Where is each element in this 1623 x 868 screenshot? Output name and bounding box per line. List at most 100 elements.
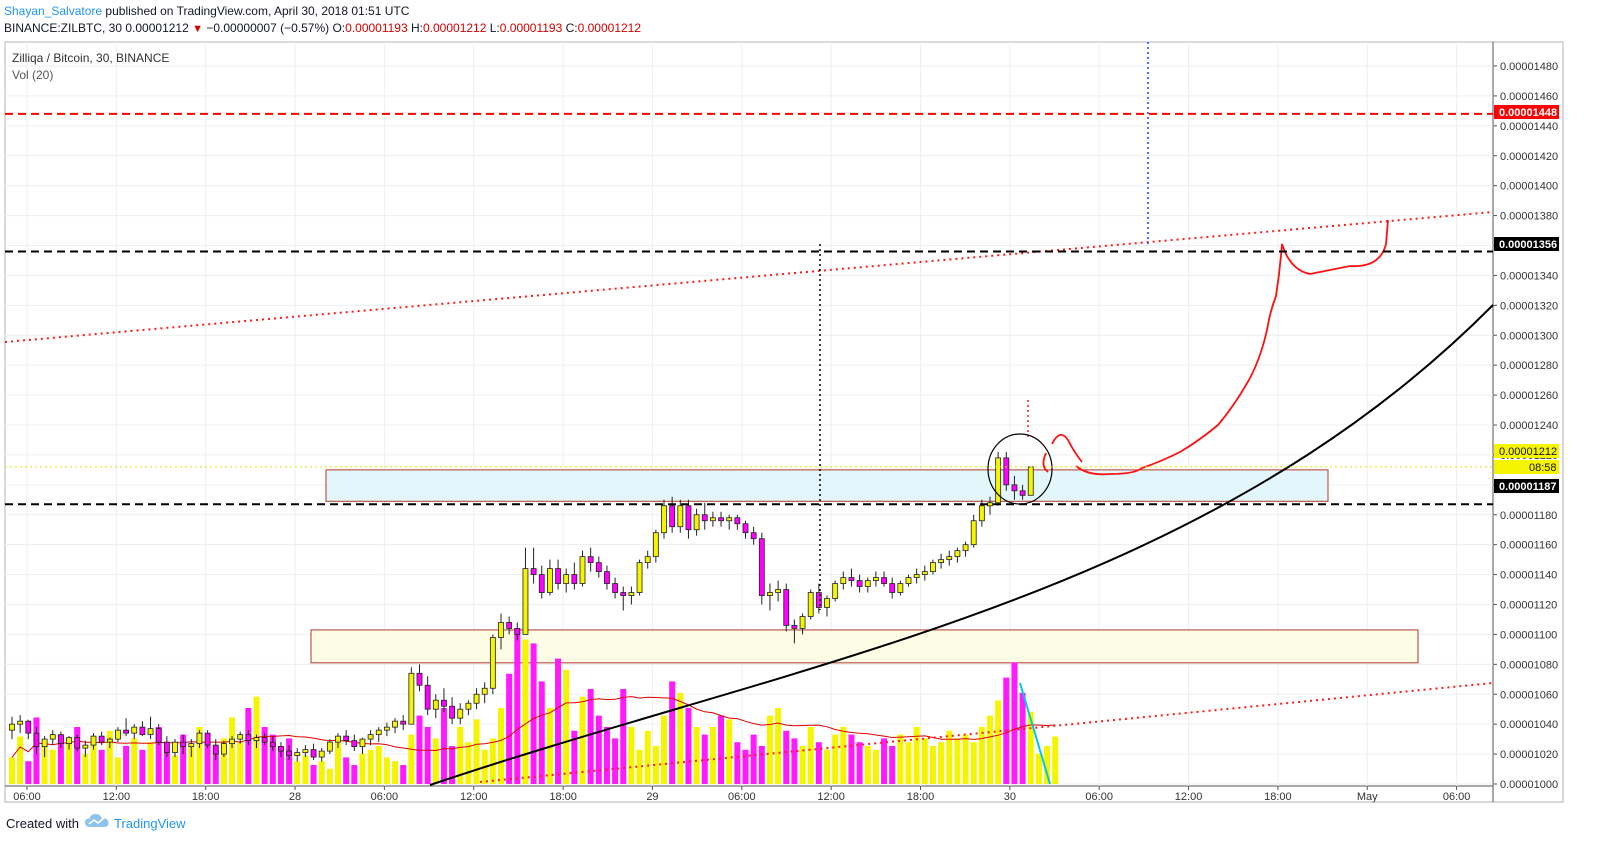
volume-bar bbox=[1044, 746, 1051, 784]
candle-body bbox=[587, 556, 594, 564]
volume-bar bbox=[74, 727, 81, 784]
candle-body bbox=[978, 505, 985, 522]
candle-body bbox=[90, 735, 97, 746]
candle-body bbox=[547, 568, 553, 593]
candle-body bbox=[123, 729, 129, 734]
volume-bar bbox=[17, 736, 24, 784]
x-tick-label: 06:00 bbox=[728, 791, 756, 803]
x-tick-label: 18:00 bbox=[192, 791, 220, 803]
candle-body bbox=[864, 580, 871, 587]
candle-body bbox=[832, 583, 839, 599]
y-tick-label: 0.00001140 bbox=[1500, 570, 1557, 582]
volume-bar bbox=[155, 727, 162, 784]
grid bbox=[5, 42, 1493, 786]
volume-bar bbox=[351, 765, 358, 784]
x-tick-label: 06:00 bbox=[13, 791, 41, 803]
volume-bar bbox=[832, 734, 839, 784]
volume-bar bbox=[636, 749, 643, 784]
candle-body bbox=[669, 505, 676, 528]
volume-bar bbox=[579, 696, 586, 784]
volume-bar bbox=[612, 738, 619, 784]
volume-bar bbox=[1052, 736, 1059, 784]
tradingview-link[interactable]: TradingView bbox=[114, 816, 186, 831]
volume-bar bbox=[163, 749, 170, 784]
volume-bar bbox=[522, 639, 529, 784]
candle-body bbox=[212, 744, 219, 755]
candle-body bbox=[82, 744, 89, 749]
volume-bar bbox=[750, 734, 757, 784]
open-value: 0.00001193 bbox=[345, 21, 408, 35]
candle-body bbox=[889, 583, 896, 593]
volume-bar bbox=[457, 727, 464, 784]
volume-bar bbox=[310, 765, 317, 784]
candle-body bbox=[693, 514, 700, 531]
volume-bar bbox=[57, 734, 64, 784]
support-zone bbox=[310, 629, 1419, 664]
close-label: C: bbox=[565, 21, 578, 35]
volume-bar bbox=[326, 768, 333, 784]
symbol-line: BINANCE:ZILBTC, 30 bbox=[4, 21, 123, 35]
volume-bar bbox=[367, 749, 374, 784]
candle-body bbox=[758, 538, 765, 596]
volume-bar bbox=[995, 700, 1002, 784]
volume-bar bbox=[742, 749, 749, 784]
volume-bar bbox=[628, 727, 635, 784]
volume-bar bbox=[335, 742, 341, 784]
candle-body bbox=[9, 723, 15, 731]
volume-bar bbox=[498, 708, 504, 784]
candle-body bbox=[718, 517, 724, 522]
volume-bar bbox=[286, 738, 293, 784]
candle-body bbox=[416, 672, 423, 686]
candle-body bbox=[188, 743, 195, 748]
chart-header: Shayan_Salvatore published on TradingVie… bbox=[0, 0, 1623, 40]
created-with-text: Created with bbox=[6, 816, 79, 831]
candle-body bbox=[489, 637, 496, 689]
candle-body bbox=[750, 532, 757, 540]
price-chart[interactable]: 0.00001480 0.00001460 0.00001440 0.00001420… bbox=[0, 0, 1623, 808]
volume-bar bbox=[432, 738, 439, 784]
down-arrow-icon: ▼ bbox=[192, 23, 204, 35]
price-axis: 0.00001480 0.00001460 0.00001440 0.00001420… bbox=[1493, 61, 1558, 791]
candle-body bbox=[400, 720, 407, 725]
volume-bar bbox=[180, 734, 187, 784]
candle-body bbox=[1019, 490, 1026, 496]
volume-bar bbox=[872, 749, 879, 784]
candle-body bbox=[1027, 466, 1034, 496]
candle-body bbox=[204, 732, 211, 746]
volume-bar bbox=[970, 742, 977, 784]
volume-bar bbox=[204, 742, 211, 784]
volume-bar bbox=[563, 670, 570, 784]
candle-body bbox=[652, 532, 659, 558]
candle-body bbox=[824, 598, 830, 608]
volume-bar bbox=[139, 749, 146, 784]
candle-body bbox=[269, 741, 276, 748]
close-value: 0.00001212 bbox=[577, 21, 642, 35]
candle-body bbox=[661, 505, 667, 534]
candle-body bbox=[807, 592, 814, 617]
volume-bar bbox=[652, 746, 659, 784]
candle-body bbox=[66, 737, 72, 745]
volume-bar bbox=[318, 761, 325, 784]
candle-body bbox=[278, 746, 284, 752]
chart-frame bbox=[4, 41, 1564, 803]
candle-body bbox=[938, 559, 944, 564]
candle-body bbox=[408, 672, 415, 725]
volume-bar bbox=[343, 757, 350, 784]
volume-bar bbox=[408, 734, 415, 784]
volume-legend: Vol (20) bbox=[12, 68, 53, 82]
y-tick-label: 0.00001060 bbox=[1500, 689, 1558, 701]
high-label: H: bbox=[411, 21, 423, 35]
y-tick-label: 0.00001340 bbox=[1500, 270, 1558, 282]
volume-bar bbox=[392, 761, 399, 784]
volume-bar bbox=[840, 727, 847, 784]
volume-bar bbox=[294, 761, 301, 784]
candle-body bbox=[612, 583, 618, 593]
volume-bar bbox=[237, 742, 244, 784]
y-tick-label: 0.00001040 bbox=[1500, 719, 1558, 731]
candle-body bbox=[555, 568, 561, 584]
time-axis: 06:00 12:00 18:00 28 06:00 12:00 18:00 29 06:00 1… bbox=[13, 786, 1470, 803]
candle-body bbox=[685, 505, 692, 531]
author-link[interactable]: Shayan_Salvatore bbox=[4, 4, 103, 18]
price-change: −0.00000007 (−0.57%) bbox=[206, 21, 330, 35]
volume-bar bbox=[98, 749, 105, 784]
